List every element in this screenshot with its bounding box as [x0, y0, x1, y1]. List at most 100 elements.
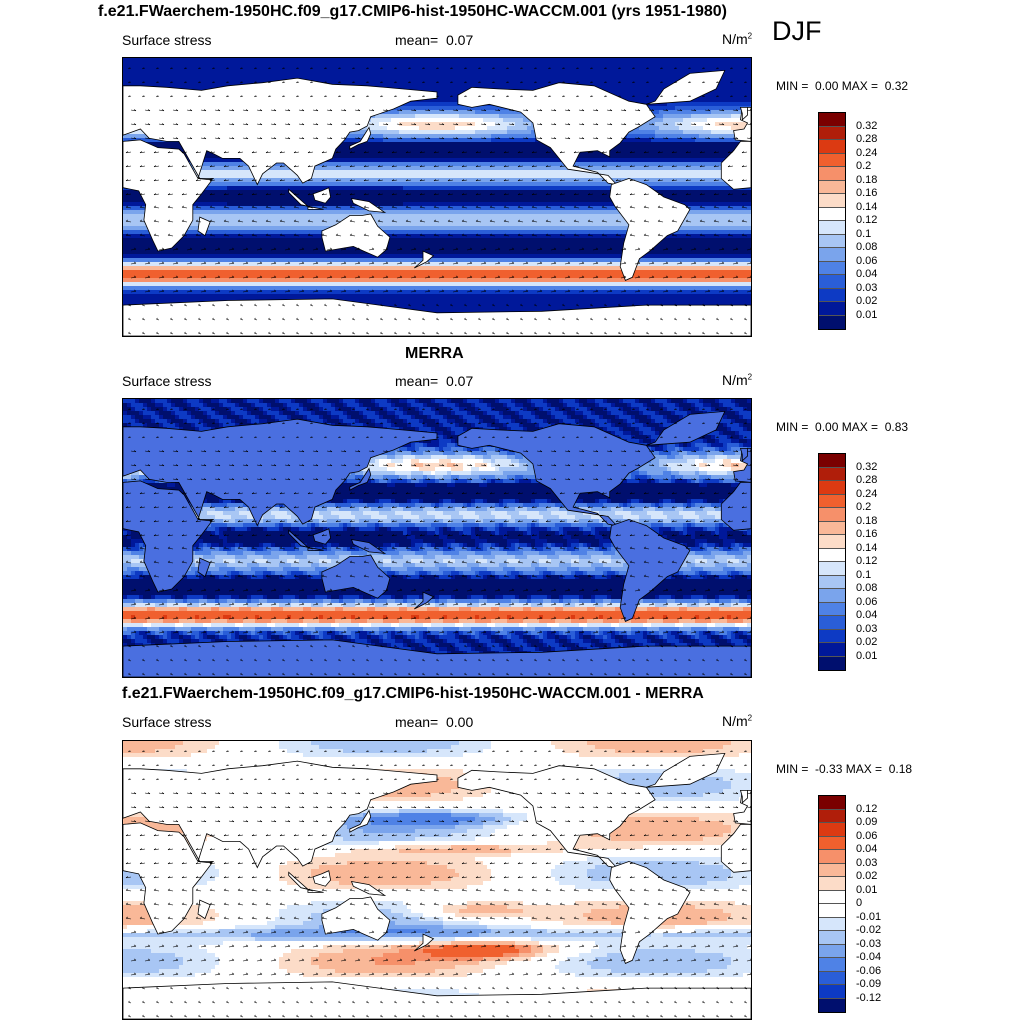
- colorbar-tick-label: 0.02: [856, 871, 877, 882]
- colorbar-swatch: [819, 643, 845, 657]
- colorbar-swatch: [819, 575, 845, 589]
- colorbar-tick-label: 0.2: [856, 161, 871, 172]
- panel-2-mean: mean= 0.07: [395, 373, 473, 389]
- coastline: [414, 933, 435, 952]
- colorbar-tick-label: 0.32: [856, 461, 877, 473]
- colorbar-tick-label: 0.16: [856, 188, 877, 199]
- colorbar-swatch: [819, 836, 845, 850]
- colorbar-swatch: [819, 931, 845, 945]
- panel-1-mean-label: mean=: [395, 32, 438, 48]
- colorbar-swatch: [819, 944, 845, 958]
- colorbar-tick-label: 0.12: [856, 803, 877, 815]
- colorbar-tick-label: 0.12: [856, 556, 877, 567]
- colorbar-swatch: [819, 153, 845, 167]
- colorbar-tick-label: 0.28: [856, 134, 877, 145]
- coastline: [646, 69, 726, 105]
- coastline: [307, 888, 324, 893]
- panel-1-mean-value: 0.07: [446, 32, 473, 48]
- colorbar-tick-label: 0.03: [856, 623, 877, 635]
- coastline: [349, 467, 372, 491]
- panel-1-variable: Surface stress: [122, 32, 211, 48]
- panel-1-colorbar: [818, 112, 846, 330]
- colorbar-tick-label: -0.12: [856, 992, 881, 1004]
- colorbar-tick-label: 0.2: [856, 502, 871, 513]
- coastline: [646, 752, 726, 788]
- colorbar-swatch: [819, 616, 845, 630]
- panel-3-title: f.e21.FWaerchem-1950HC.f09_g17.CMIP6-his…: [122, 685, 704, 703]
- colorbar-swatch: [819, 602, 845, 616]
- panel-3-units: N/m2: [722, 713, 752, 729]
- colorbar-swatch: [819, 863, 845, 877]
- coastline: [312, 187, 332, 204]
- colorbar-swatch: [819, 467, 845, 481]
- colorbar-tick-label: -0.03: [856, 938, 881, 950]
- panel-2-map: [122, 398, 752, 678]
- season-label: DJF: [772, 16, 822, 47]
- colorbar-tick-label: 0.12: [856, 215, 877, 226]
- coastline: [123, 639, 751, 677]
- panel-2-colorbar: [818, 453, 846, 671]
- panel-1-minmax: MIN = 0.00 MAX = 0.32: [776, 79, 908, 93]
- coastline: [414, 591, 435, 610]
- colorbar-tick-label: 0.08: [856, 583, 877, 594]
- colorbar-tick-label: 0.18: [856, 515, 877, 527]
- panel-2-units: N/m2: [722, 372, 752, 388]
- colorbar-tick-label: 0.02: [856, 637, 877, 648]
- coastline: [609, 519, 691, 622]
- coastline: [307, 546, 324, 551]
- colorbar-swatch: [819, 850, 845, 864]
- colorbar-tick-label: 0.1: [856, 228, 871, 240]
- colorbar-tick-label: -0.02: [856, 925, 881, 936]
- colorbar-tick-label: 0.28: [856, 475, 877, 486]
- colorbar-tick-label: 0.03: [856, 282, 877, 294]
- colorbar-swatch: [819, 985, 845, 999]
- panel-2-variable: Surface stress: [122, 373, 211, 389]
- colorbar-tick-label: 0.18: [856, 174, 877, 186]
- colorbar-swatch: [819, 315, 845, 329]
- colorbar-tick-label: 0: [856, 898, 862, 909]
- colorbar-swatch: [819, 494, 845, 508]
- panel-1-mean: mean= 0.07: [395, 32, 473, 48]
- colorbar-tick-label: 0.01: [856, 309, 877, 321]
- panel-3-mean: mean= 0.00: [395, 714, 473, 730]
- colorbar-tick-label: 0.04: [856, 610, 877, 621]
- colorbar-swatch: [819, 521, 845, 535]
- coastline: [457, 82, 656, 186]
- coastline: [321, 896, 391, 941]
- colorbar-swatch: [819, 629, 845, 643]
- coastline: [349, 809, 372, 833]
- colorbar-swatch: [819, 481, 845, 495]
- colorbar-tick-label: 0.03: [856, 857, 877, 869]
- figure-title: f.e21.FWaerchem-1950HC.f09_g17.CMIP6-his…: [98, 3, 727, 21]
- coastline: [457, 765, 656, 869]
- coastline: [350, 197, 387, 213]
- coastline: [739, 107, 748, 121]
- colorbar-tick-label: 0.02: [856, 296, 877, 307]
- coastline: [609, 178, 691, 281]
- coastline: [414, 250, 435, 269]
- colorbar-tick-label: 0.06: [856, 596, 877, 608]
- colorbar-swatch: [819, 221, 845, 235]
- colorbar-tick-label: 0.06: [856, 255, 877, 267]
- coastline: [321, 554, 391, 599]
- coastline: [350, 538, 387, 554]
- coastline: [123, 480, 213, 593]
- colorbar-tick-label: 0.14: [856, 542, 877, 554]
- colorbar-tick-label: -0.04: [856, 952, 881, 963]
- colorbar-swatch: [819, 548, 845, 562]
- panel-2-minmax: MIN = 0.00 MAX = 0.83: [776, 420, 908, 434]
- coastline: [288, 188, 309, 207]
- colorbar-tick-label: -0.09: [856, 979, 881, 990]
- coastline: [312, 528, 332, 545]
- coastline: [197, 899, 211, 920]
- panel-1-map: [122, 57, 752, 337]
- colorbar-swatch: [819, 823, 845, 837]
- colorbar-swatch: [819, 167, 845, 181]
- colorbar-tick-label: 0.04: [856, 844, 877, 855]
- colorbar-swatch: [819, 261, 845, 275]
- colorbar-swatch: [819, 656, 845, 670]
- colorbar-tick-label: 0.24: [856, 488, 877, 500]
- coastline: [646, 410, 726, 446]
- colorbar-swatch: [819, 508, 845, 522]
- coastline: [123, 139, 213, 252]
